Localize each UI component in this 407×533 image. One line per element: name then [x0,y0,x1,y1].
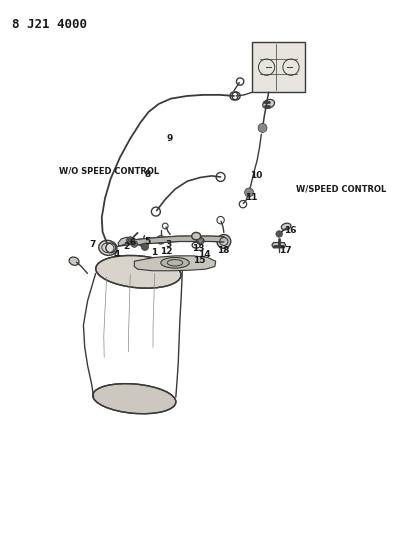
Text: 3: 3 [165,240,171,248]
Ellipse shape [281,223,291,230]
Text: 13: 13 [193,245,205,253]
Ellipse shape [96,255,181,288]
Text: 5: 5 [144,237,151,246]
Circle shape [198,239,202,243]
Text: 12: 12 [160,247,172,256]
Ellipse shape [99,240,117,255]
Circle shape [217,235,231,248]
Circle shape [258,124,267,132]
Text: 1: 1 [151,248,157,256]
Ellipse shape [69,257,79,265]
Text: 18: 18 [217,246,229,255]
FancyBboxPatch shape [252,42,305,92]
Polygon shape [134,256,216,271]
Text: W/O SPEED CONTROL: W/O SPEED CONTROL [59,166,159,175]
Ellipse shape [192,232,201,240]
Circle shape [276,231,282,237]
Text: 6: 6 [130,238,136,247]
Circle shape [106,243,116,253]
Polygon shape [272,243,286,248]
Text: 16: 16 [284,226,296,235]
Circle shape [141,243,149,251]
Text: 4: 4 [113,250,120,259]
Circle shape [131,241,138,247]
Ellipse shape [93,384,176,414]
Text: 8: 8 [144,171,151,179]
Text: 9: 9 [167,134,173,143]
Circle shape [127,237,134,244]
Text: 2: 2 [123,242,129,251]
Text: W/SPEED CONTROL: W/SPEED CONTROL [296,185,387,193]
Text: 10: 10 [250,172,263,180]
Text: 14: 14 [198,250,211,259]
Ellipse shape [263,100,275,108]
Ellipse shape [139,240,147,247]
Text: 7: 7 [90,240,96,248]
Polygon shape [118,237,131,246]
Ellipse shape [161,257,189,268]
Circle shape [245,188,254,197]
Text: 17: 17 [278,246,291,255]
Text: 15: 15 [193,256,206,264]
Text: 11: 11 [245,193,258,201]
Text: 8 J21 4000: 8 J21 4000 [12,18,87,31]
